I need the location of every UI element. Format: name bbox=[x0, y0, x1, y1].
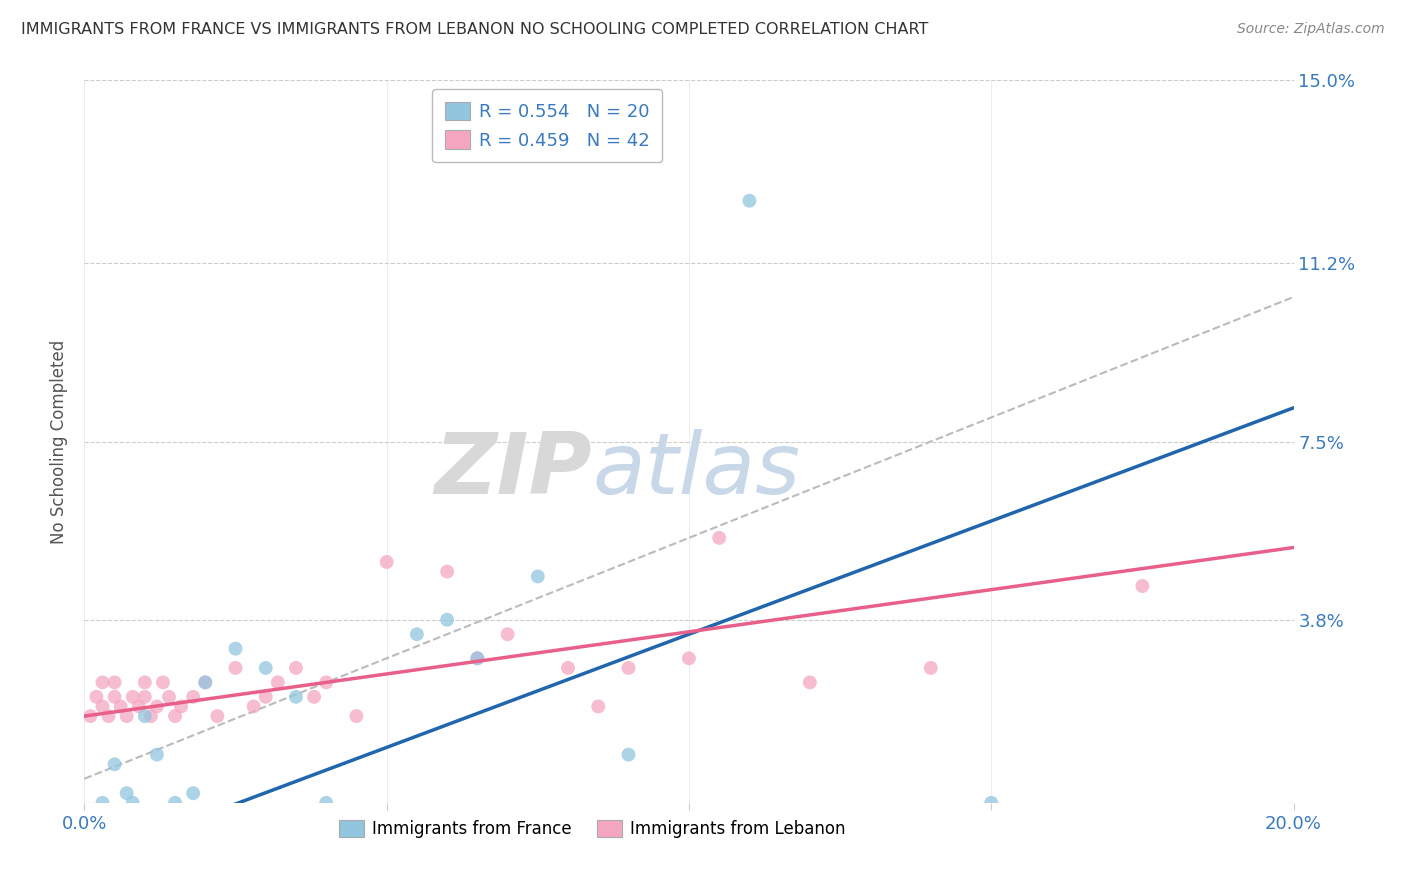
Point bbox=[139, 709, 162, 723]
Point bbox=[104, 675, 127, 690]
Point bbox=[170, 699, 193, 714]
Point bbox=[678, 651, 700, 665]
Point bbox=[267, 675, 290, 690]
Point bbox=[115, 709, 138, 723]
Point bbox=[110, 699, 132, 714]
Point bbox=[225, 641, 247, 656]
Text: atlas: atlas bbox=[592, 429, 800, 512]
Point bbox=[346, 709, 368, 723]
Point bbox=[91, 796, 114, 810]
Point bbox=[181, 690, 204, 704]
Point bbox=[709, 531, 731, 545]
Point bbox=[254, 690, 277, 704]
Point bbox=[225, 661, 247, 675]
Point bbox=[242, 699, 264, 714]
Point bbox=[91, 699, 114, 714]
Point bbox=[467, 651, 489, 665]
Point bbox=[617, 661, 640, 675]
Y-axis label: No Schooling Completed: No Schooling Completed bbox=[51, 340, 69, 543]
Point bbox=[207, 709, 229, 723]
Point bbox=[315, 796, 337, 810]
Point bbox=[194, 675, 217, 690]
Point bbox=[91, 675, 114, 690]
Point bbox=[165, 709, 187, 723]
Point bbox=[86, 690, 108, 704]
Point bbox=[152, 675, 174, 690]
Point bbox=[436, 565, 458, 579]
Point bbox=[121, 796, 143, 810]
Point bbox=[406, 627, 429, 641]
Text: IMMIGRANTS FROM FRANCE VS IMMIGRANTS FROM LEBANON NO SCHOOLING COMPLETED CORRELA: IMMIGRANTS FROM FRANCE VS IMMIGRANTS FRO… bbox=[21, 22, 928, 37]
Point bbox=[980, 796, 1002, 810]
Point bbox=[617, 747, 640, 762]
Point bbox=[527, 569, 550, 583]
Point bbox=[134, 709, 156, 723]
Text: Source: ZipAtlas.com: Source: ZipAtlas.com bbox=[1237, 22, 1385, 37]
Point bbox=[1130, 579, 1153, 593]
Point bbox=[165, 796, 187, 810]
Legend: Immigrants from France, Immigrants from Lebanon: Immigrants from France, Immigrants from … bbox=[332, 814, 852, 845]
Point bbox=[194, 675, 217, 690]
Point bbox=[375, 555, 398, 569]
Point bbox=[738, 194, 761, 208]
Point bbox=[920, 661, 942, 675]
Point bbox=[302, 690, 325, 704]
Point bbox=[799, 675, 821, 690]
Point bbox=[181, 786, 204, 800]
Text: ZIP: ZIP bbox=[434, 429, 592, 512]
Point bbox=[467, 651, 489, 665]
Point bbox=[104, 757, 127, 772]
Point bbox=[121, 690, 143, 704]
Point bbox=[285, 661, 308, 675]
Point bbox=[146, 699, 169, 714]
Point bbox=[285, 690, 308, 704]
Point bbox=[79, 709, 101, 723]
Point bbox=[588, 699, 610, 714]
Point bbox=[134, 690, 156, 704]
Point bbox=[157, 690, 180, 704]
Point bbox=[134, 675, 156, 690]
Point bbox=[146, 747, 169, 762]
Point bbox=[436, 613, 458, 627]
Point bbox=[115, 786, 138, 800]
Point bbox=[254, 661, 277, 675]
Point bbox=[97, 709, 120, 723]
Point bbox=[557, 661, 579, 675]
Point bbox=[104, 690, 127, 704]
Point bbox=[496, 627, 519, 641]
Point bbox=[315, 675, 337, 690]
Point bbox=[128, 699, 150, 714]
